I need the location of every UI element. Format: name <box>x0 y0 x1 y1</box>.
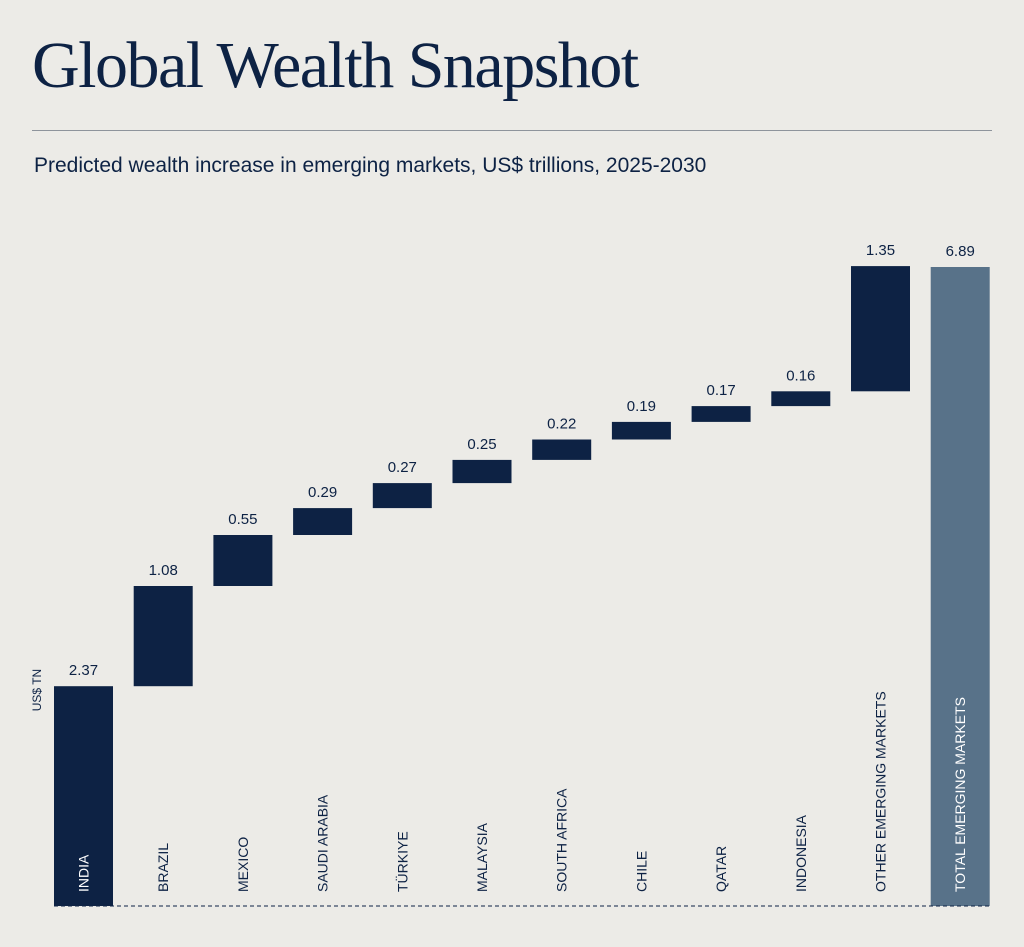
category-label-south-africa: SOUTH AFRICA <box>554 788 570 892</box>
category-label-saudi-arabia: SAUDI ARABIA <box>315 794 331 892</box>
value-label-total-emerging-markets: 6.89 <box>946 243 975 260</box>
value-label-south-africa: 0.22 <box>547 416 576 433</box>
category-label-malaysia: MALAYSIA <box>474 822 490 892</box>
category-label-turkiye: TÜRKIYE <box>393 831 410 892</box>
value-label-india: 2.37 <box>69 662 98 679</box>
category-label-qatar: QATAR <box>713 846 729 892</box>
category-label-brazil: BRAZIL <box>155 843 171 892</box>
bar-chile <box>611 421 671 440</box>
category-label-chile: CHILE <box>633 851 649 892</box>
chart-bars <box>54 266 990 906</box>
y-axis-label: US$ TN <box>30 669 44 711</box>
category-label-total-emerging-markets: TOTAL EMERGING MARKETS <box>952 697 968 892</box>
value-label-mexico: 0.55 <box>228 511 257 528</box>
value-label-saudi-arabia: 0.29 <box>308 484 337 501</box>
chart-category-labels: INDIA BRAZIL MEXICO SAUDI ARABIA TÜRKIYE MALA… <box>76 691 969 892</box>
category-label-mexico: MEXICO <box>235 837 251 892</box>
value-label-qatar: 0.17 <box>706 382 735 399</box>
page-title: Global Wealth Snapshot <box>32 29 639 102</box>
category-label-india: INDIA <box>76 854 92 892</box>
title-divider <box>32 130 992 131</box>
bar-indonesia <box>771 391 831 407</box>
value-label-indonesia: 0.16 <box>786 367 815 384</box>
value-label-turkiye: 0.27 <box>388 459 417 476</box>
chart-subtitle: Predicted wealth increase in emerging ma… <box>34 154 707 177</box>
chart-value-labels: 2.37 1.08 0.55 0.29 0.27 0.25 0.22 0.19 0.17 0.16… <box>69 242 975 679</box>
value-label-chile: 0.19 <box>627 398 656 415</box>
bar-total-emerging-markets <box>930 267 990 906</box>
bar-turkiye <box>372 483 432 509</box>
category-label-indonesia: INDONESIA <box>793 814 809 892</box>
bar-india <box>54 686 113 906</box>
bar-qatar <box>691 406 751 422</box>
bar-saudi-arabia <box>293 508 353 535</box>
bar-brazil <box>133 586 193 687</box>
category-label-other-emerging-markets: OTHER EMERGING MARKETS <box>873 691 889 892</box>
bar-mexico <box>213 535 273 586</box>
bar-other-emerging-markets <box>851 266 910 392</box>
bar-south-africa <box>532 439 592 460</box>
value-label-other-emerging-markets: 1.35 <box>866 242 895 259</box>
bar-malaysia <box>452 459 512 484</box>
value-label-malaysia: 0.25 <box>467 436 496 453</box>
value-label-brazil: 1.08 <box>149 562 178 579</box>
